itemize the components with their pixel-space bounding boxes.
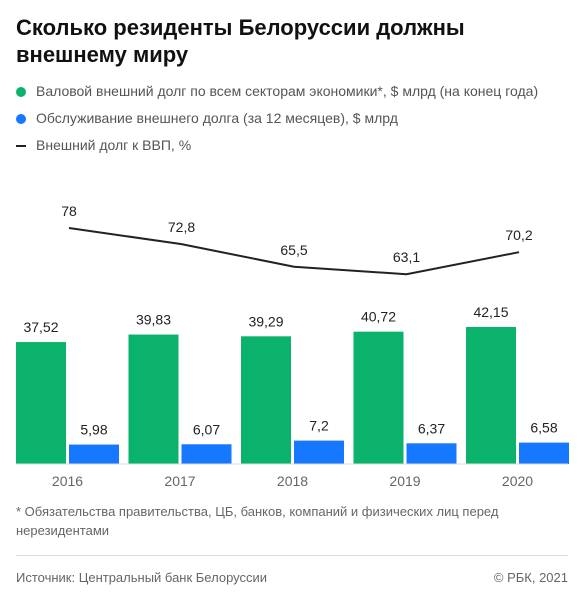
x-tick-2017: 2017 [164, 473, 195, 489]
legend-label-debt-to-gdp: Внешний долг к ВВП, % [36, 137, 192, 153]
label-debt-to-gdp-2017: 72,8 [168, 219, 195, 235]
bar-gross-debt-2017 [128, 334, 179, 464]
label-debt-service-2019: 6,37 [418, 420, 445, 436]
legend-item-gross-debt: Валовой внешний долг по всем секторам эк… [16, 82, 576, 101]
label-gross-debt-2016: 37,52 [23, 319, 58, 335]
footnote: * Обязательства правительства, ЦБ, банко… [16, 504, 499, 538]
x-tick-2020: 2020 [502, 473, 533, 489]
label-gross-debt-2019: 40,72 [361, 309, 396, 325]
label-debt-to-gdp-2016: 78 [61, 203, 77, 219]
legend-dot-green [16, 87, 26, 97]
bar-debt-service-2019 [406, 443, 457, 464]
x-tick-2018: 2018 [277, 473, 308, 489]
source-text: Источник: Центральный банк Белоруссии [16, 570, 268, 585]
divider [16, 555, 568, 556]
bar-debt-service-2016 [69, 444, 119, 464]
bar-gross-debt-2019 [353, 331, 404, 464]
x-tick-2019: 2019 [389, 473, 420, 489]
label-debt-service-2017: 6,07 [193, 421, 220, 437]
label-debt-service-2016: 5,98 [80, 422, 107, 438]
label-debt-service-2018: 7,2 [309, 418, 329, 434]
legend: Валовой внешний долг по всем секторам эк… [16, 82, 576, 163]
label-gross-debt-2018: 39,29 [248, 313, 283, 329]
label-debt-service-2020: 6,58 [530, 420, 557, 436]
bar-gross-debt-2020 [466, 327, 516, 464]
legend-line-black [16, 145, 26, 147]
label-debt-to-gdp-2018: 65,5 [280, 242, 307, 258]
legend-dot-blue [16, 114, 26, 124]
bar-debt-service-2018 [294, 440, 344, 464]
legend-item-debt-to-gdp: Внешний долг к ВВП, % [16, 136, 576, 155]
legend-label-gross-debt: Валовой внешний долг по всем секторам эк… [36, 83, 539, 99]
chart-plot: 37,52 5,98 2016 39,83 6,07 2017 39,29 7,2 2018 40… [16, 203, 569, 489]
chart-title: Сколько резиденты Белоруссии должны внеш… [16, 15, 465, 67]
copyright-text: © РБК, 2021 [493, 570, 568, 585]
legend-label-debt-service: Обслуживание внешнего долга (за 12 месяц… [36, 110, 398, 126]
label-debt-to-gdp-2019: 63,1 [393, 249, 420, 265]
label-gross-debt-2017: 39,83 [136, 312, 171, 328]
x-tick-2016: 2016 [52, 473, 83, 489]
label-gross-debt-2020: 42,15 [473, 304, 508, 320]
legend-item-debt-service: Обслуживание внешнего долга (за 12 месяц… [16, 109, 576, 128]
line-debt-to-gdp [68, 227, 520, 276]
label-debt-to-gdp-2020: 70,2 [505, 227, 532, 243]
bar-gross-debt-2016 [16, 342, 66, 464]
bar-gross-debt-2018 [241, 336, 291, 464]
bar-debt-service-2017 [181, 444, 232, 464]
bar-debt-service-2020 [519, 442, 569, 464]
